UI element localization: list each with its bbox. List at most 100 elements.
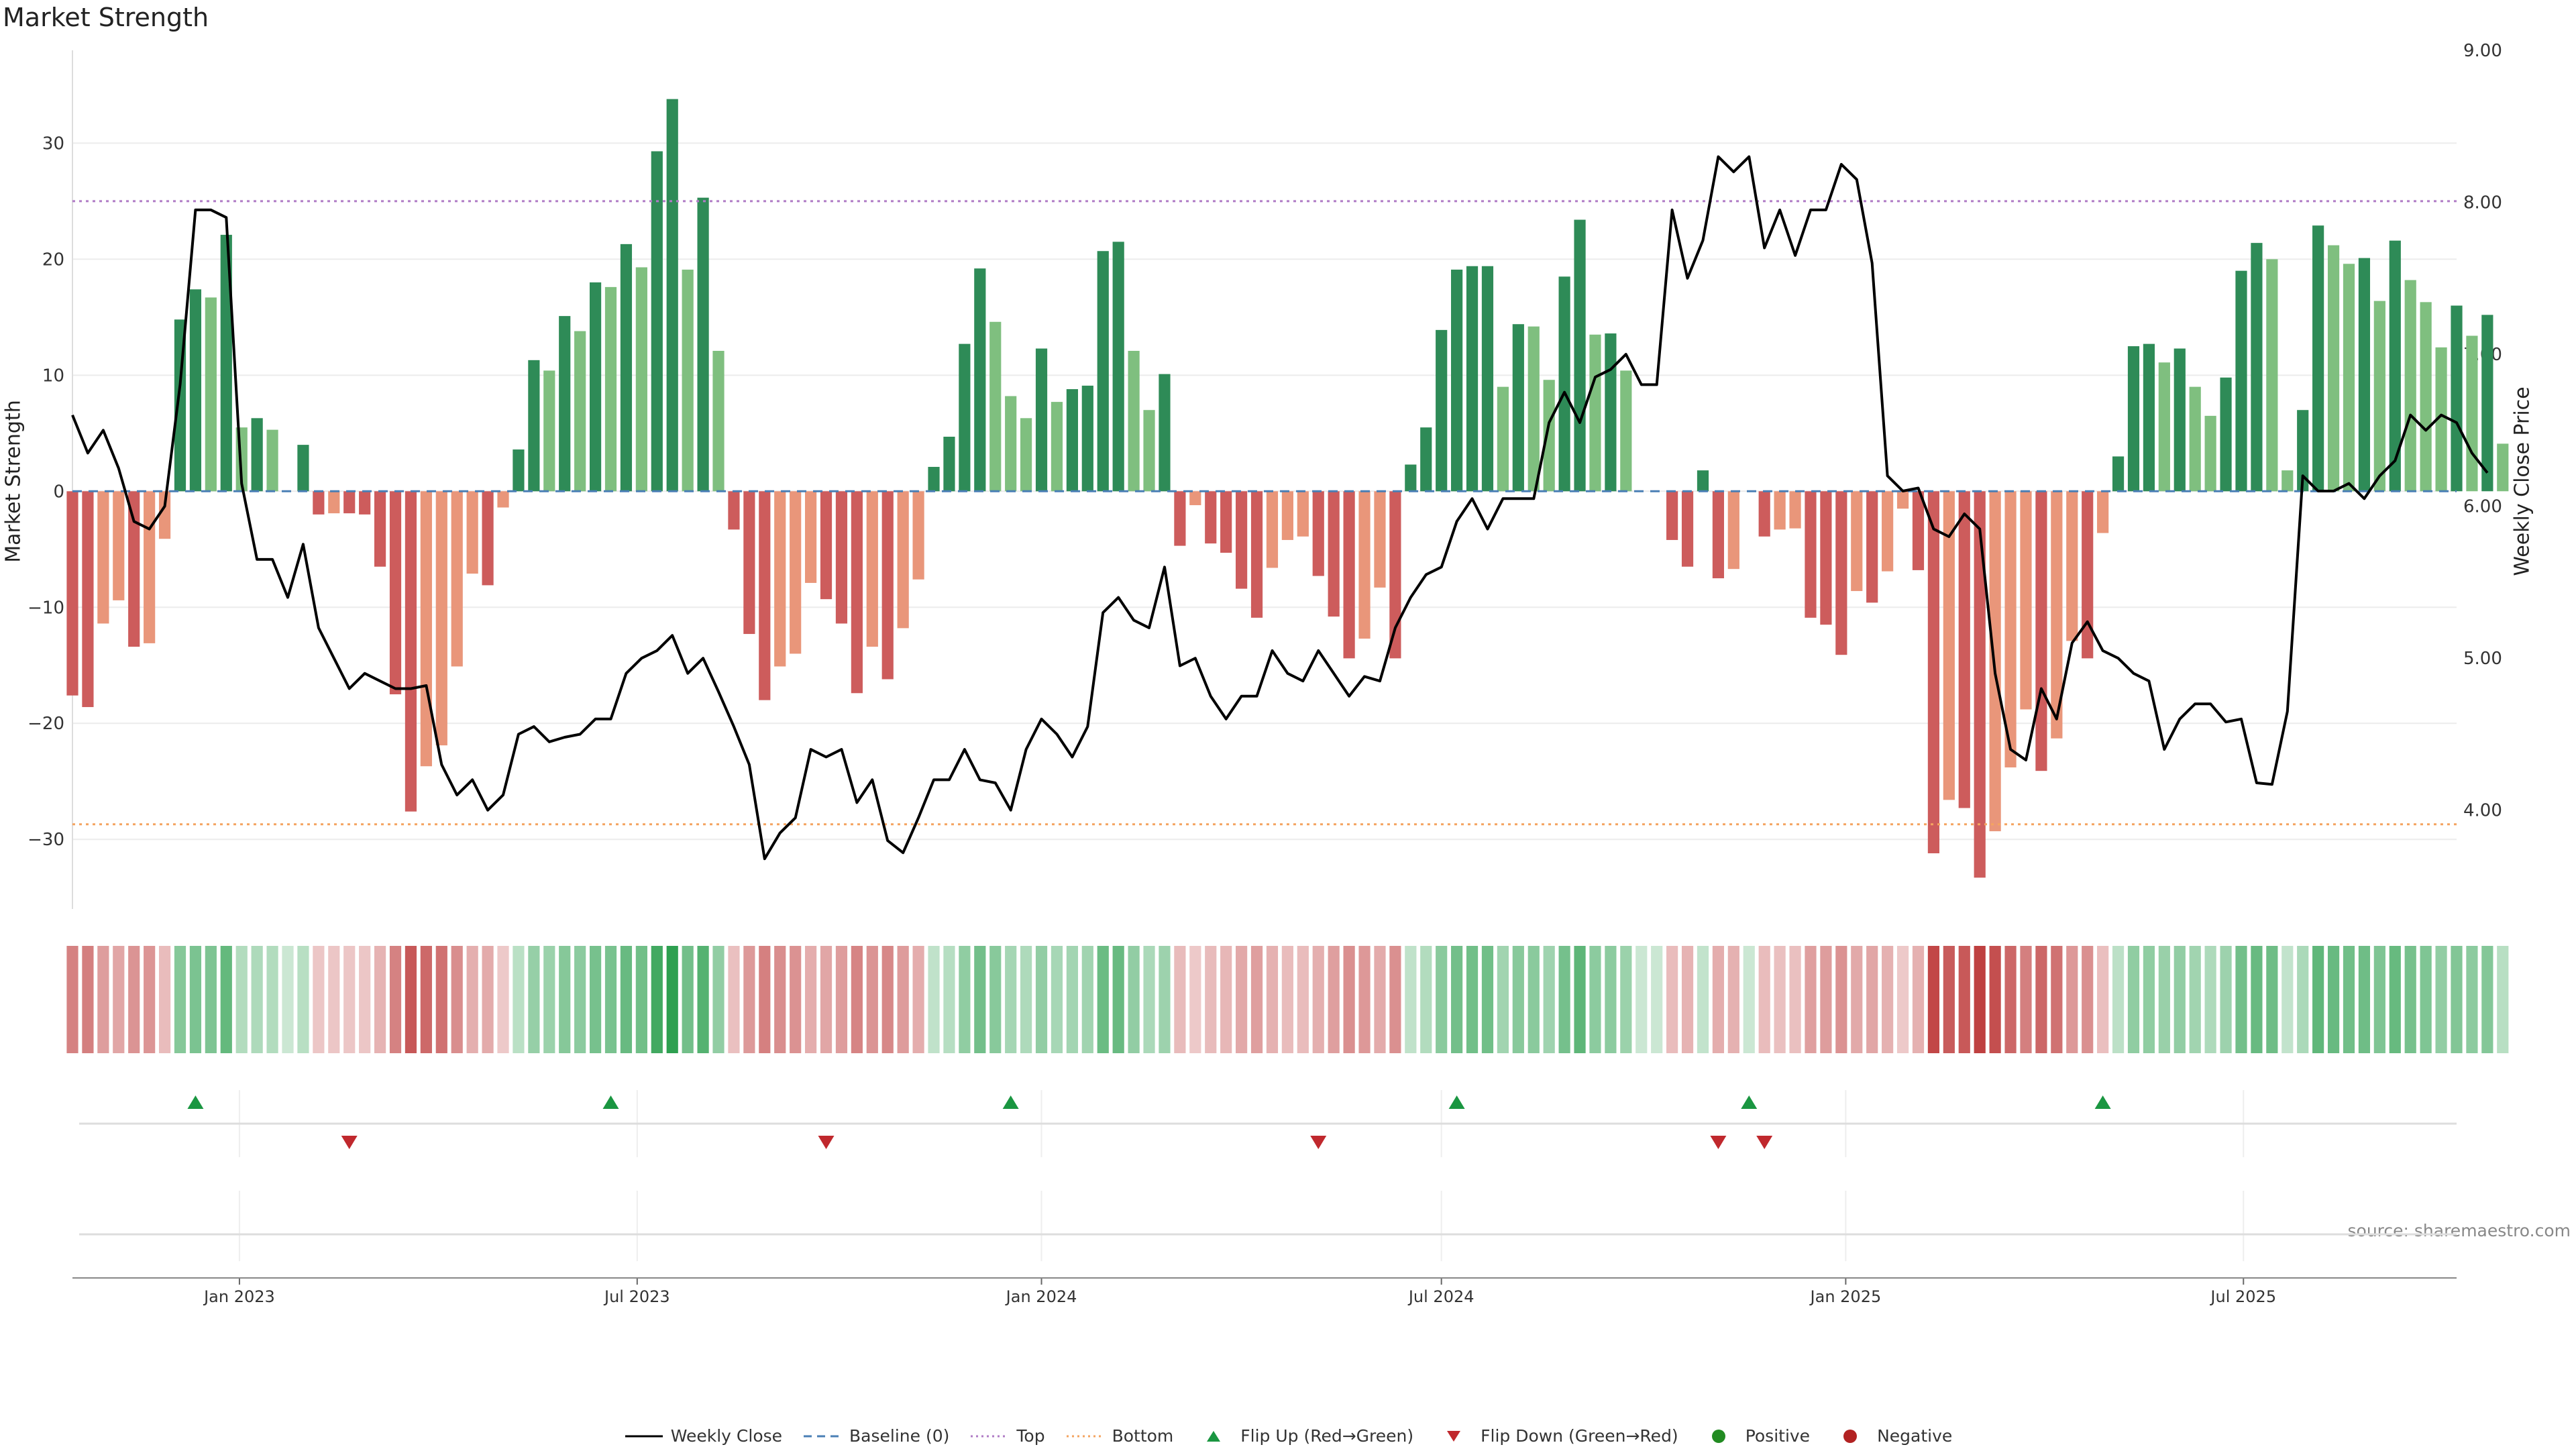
heatmap-cell xyxy=(1943,946,1955,1053)
legend-swatch-shape xyxy=(1843,1429,1858,1443)
strength-bar xyxy=(158,491,171,539)
heatmap-cell xyxy=(1005,946,1017,1053)
heatmap-cell xyxy=(220,946,232,1053)
heatmap-cell xyxy=(1635,946,1648,1053)
heatmap-cell xyxy=(266,946,278,1053)
strength-bar xyxy=(1727,491,1739,570)
heatmap-cell xyxy=(1497,946,1509,1053)
strength-bar xyxy=(2451,305,2463,492)
strength-bar xyxy=(1851,491,1863,592)
strength-bar xyxy=(189,289,202,492)
flip-up-marker xyxy=(602,1095,619,1109)
strength-bar xyxy=(1943,491,1955,800)
strength-bar xyxy=(313,491,325,515)
heatmap-cell xyxy=(1374,946,1386,1053)
strength-bar xyxy=(604,286,617,492)
heatmap-cell xyxy=(682,946,694,1053)
strength-bar xyxy=(359,491,371,515)
heatmap-cell xyxy=(420,946,432,1053)
strength-bar xyxy=(2189,386,2201,492)
strength-bar xyxy=(1896,491,1909,509)
y2-tick-label: 9.00 xyxy=(2463,41,2502,61)
strength-bar xyxy=(1174,491,1186,546)
legend-swatch xyxy=(1843,1429,1858,1443)
heatmap-cell xyxy=(251,946,263,1053)
heatmap-cell xyxy=(1143,946,1155,1053)
heatmap-cell xyxy=(2220,946,2232,1053)
strength-bar xyxy=(1436,329,1448,492)
legend-item: Flip Down (Green→Red) xyxy=(1434,1426,1678,1446)
strength-bar xyxy=(974,268,986,492)
legend-swatch xyxy=(625,1435,663,1437)
heatmap-cell xyxy=(1774,946,1786,1053)
heatmap-cell xyxy=(620,946,633,1053)
heatmap-cell xyxy=(1989,946,2001,1053)
strength-bar xyxy=(866,491,878,647)
strength-bar xyxy=(2066,491,2078,641)
legend-label: Bottom xyxy=(1112,1426,1174,1446)
strength-bar xyxy=(1112,241,1124,492)
heatmap-cell xyxy=(897,946,909,1053)
strength-bar xyxy=(804,491,817,583)
heatmap-cell xyxy=(635,946,647,1053)
strength-bar xyxy=(2297,410,2309,492)
strength-bar xyxy=(912,491,924,580)
y-tick-label: 0 xyxy=(53,482,64,502)
strength-bar xyxy=(2051,491,2063,739)
heatmap-cell xyxy=(1558,946,1570,1053)
legend-label: Baseline (0) xyxy=(849,1426,950,1446)
heatmap-cell xyxy=(435,946,447,1053)
heatmap-cell xyxy=(1236,946,1248,1053)
strength-bar xyxy=(1974,491,1986,878)
strength-bar xyxy=(435,491,447,746)
strength-bar xyxy=(1159,374,1171,492)
heatmap-cell xyxy=(1051,946,1063,1053)
heatmap-cell xyxy=(2051,946,2063,1053)
legend-swatch xyxy=(804,1435,842,1437)
strength-bar xyxy=(343,491,356,514)
strength-bar xyxy=(1466,266,1479,492)
strength-bar xyxy=(820,491,833,600)
legend-item: Negative xyxy=(1830,1426,1952,1446)
heatmap-cell xyxy=(158,946,171,1053)
heatmap-cell xyxy=(959,946,971,1053)
heatmap-cell xyxy=(1266,946,1279,1053)
heatmap-cell xyxy=(2389,946,2401,1053)
heatmap-cell xyxy=(1128,946,1140,1053)
heatmap-cell xyxy=(1651,946,1663,1053)
legend-label: Flip Up (Red→Green) xyxy=(1240,1426,1414,1446)
heatmap-cell xyxy=(1958,946,1970,1053)
heatmap-cell xyxy=(513,946,525,1053)
legend-label: Positive xyxy=(1745,1426,1811,1446)
heatmap-cell xyxy=(697,946,709,1053)
heatmap-cell xyxy=(851,946,863,1053)
strength-bar xyxy=(1958,491,1970,808)
heatmap-cell xyxy=(374,946,386,1053)
heatmap-cell xyxy=(1820,946,1832,1053)
heatmap-cell xyxy=(2420,946,2432,1053)
heatmap-cell xyxy=(1358,946,1371,1053)
heatmap-cell xyxy=(1466,946,1479,1053)
heatmap-cell xyxy=(2327,946,2340,1053)
strength-bar xyxy=(266,429,278,492)
strength-bar xyxy=(2004,491,2017,767)
strength-bar xyxy=(1589,334,1601,492)
heatmap-cell xyxy=(1343,946,1355,1053)
heatmap-cell xyxy=(144,946,156,1053)
strength-bar xyxy=(1005,396,1017,492)
strength-bar xyxy=(82,491,94,708)
y2-tick-label: 6.00 xyxy=(2463,497,2502,517)
strength-bar xyxy=(1143,410,1155,492)
flip-up-marker xyxy=(1002,1095,1019,1109)
strength-bar xyxy=(528,360,540,492)
strength-bar xyxy=(1666,491,1678,540)
strength-bar xyxy=(2220,377,2232,492)
heatmap-cell xyxy=(1912,946,1925,1053)
heatmap-cell xyxy=(2343,946,2355,1053)
heatmap-cell xyxy=(113,946,125,1053)
heatmap-cell xyxy=(1697,946,1709,1053)
strength-bar xyxy=(2235,270,2247,492)
legend-swatch xyxy=(1447,1430,1461,1442)
strength-bar xyxy=(2266,259,2278,492)
heatmap-cell xyxy=(205,946,217,1053)
